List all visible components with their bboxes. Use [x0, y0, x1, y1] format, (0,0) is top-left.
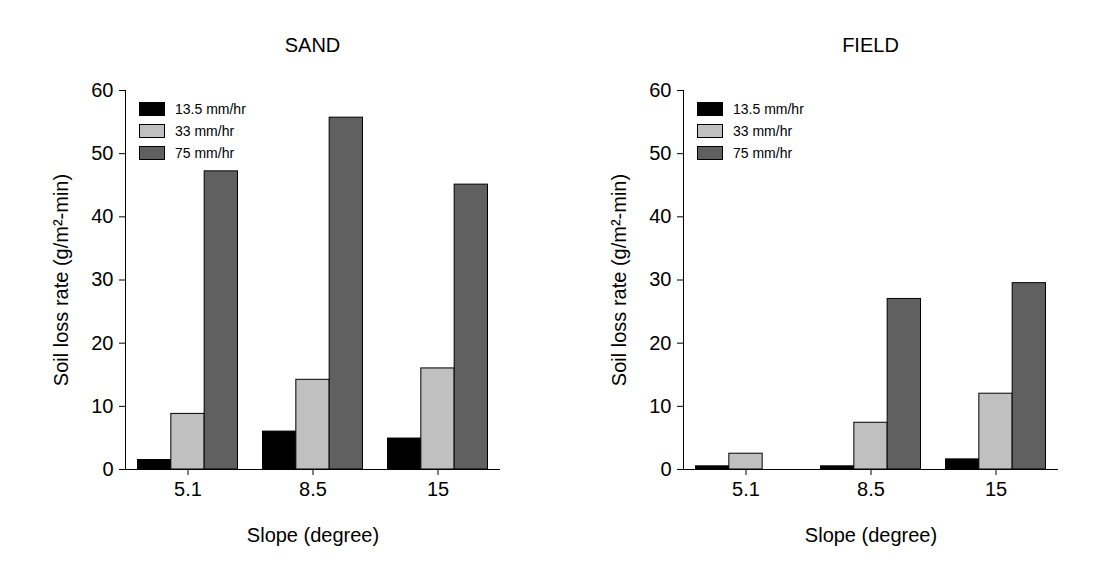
svg-text:20: 20: [91, 332, 113, 354]
svg-text:Slope (degree): Slope (degree): [247, 524, 379, 546]
svg-text:8.5: 8.5: [299, 478, 327, 500]
html-text:13.5 mm/hr: 13.5 mm/hr: [733, 101, 804, 117]
svg-text:5.1: 5.1: [174, 478, 202, 500]
svg-text:60: 60: [91, 79, 113, 101]
svg-text:8.5: 8.5: [857, 478, 885, 500]
svg-text:10: 10: [91, 395, 113, 417]
svg-text:Soil loss rate (g/m²-min): Soil loss rate (g/m²-min): [608, 174, 630, 386]
svg-text:40: 40: [649, 205, 671, 227]
html-text:FIELD: FIELD: [842, 34, 899, 56]
svg-text:0: 0: [102, 458, 113, 480]
svg-text:20: 20: [649, 332, 671, 354]
svg-text:50: 50: [649, 142, 671, 164]
svg-text:40: 40: [91, 205, 113, 227]
svg-text:60: 60: [649, 79, 671, 101]
svg-text:0: 0: [660, 458, 671, 480]
svg-text:15: 15: [985, 478, 1007, 500]
svg-text:30: 30: [649, 268, 671, 290]
svg-text:Slope (degree): Slope (degree): [805, 524, 937, 546]
html-text:SAND: SAND: [284, 34, 341, 56]
svg-text:15: 15: [427, 478, 449, 500]
svg-text:30: 30: [91, 268, 113, 290]
html-text:33 mm/hr: 33 mm/hr: [733, 123, 793, 139]
html-text:75 mm/hr: 75 mm/hr: [175, 145, 235, 161]
html-text:75 mm/hr: 75 mm/hr: [733, 145, 793, 161]
html-text:13.5 mm/hr: 13.5 mm/hr: [175, 101, 246, 117]
svg-text:50: 50: [91, 142, 113, 164]
svg-text:Soil loss rate (g/m²-min): Soil loss rate (g/m²-min): [50, 174, 72, 386]
svg-text:5.1: 5.1: [732, 478, 760, 500]
html-text:33 mm/hr: 33 mm/hr: [175, 123, 235, 139]
svg-text:10: 10: [649, 395, 671, 417]
